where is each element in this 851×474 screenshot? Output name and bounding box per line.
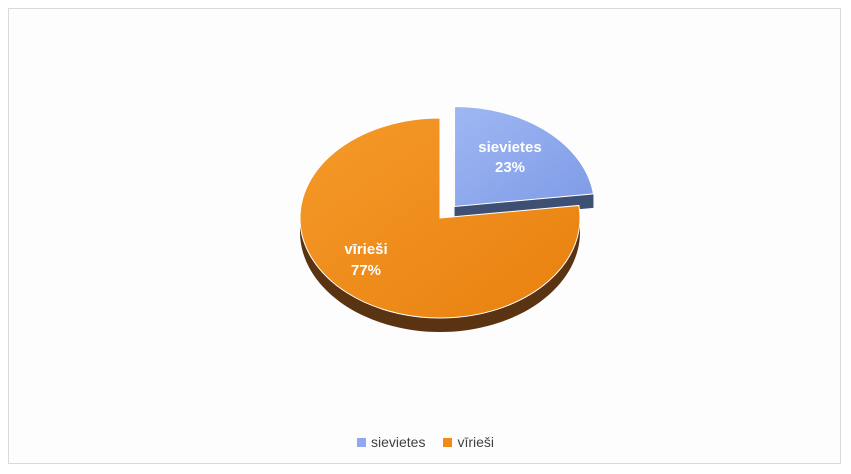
legend-swatch-vīrieši <box>443 437 453 447</box>
legend: sievietes vīrieši <box>0 434 851 450</box>
legend-item-sievietes: sievietes <box>356 434 426 450</box>
pie-slice-sievietes <box>454 105 595 207</box>
legend-swatch-sievietes <box>356 437 366 447</box>
data-label-vīrieši-value: 77% <box>351 262 381 279</box>
data-label-sievietes-value: 23% <box>495 159 525 176</box>
data-label-sievietes-name: sievietes <box>478 139 541 156</box>
pie-slice-vīrieši <box>299 117 581 319</box>
legend-item-vīrieši: vīrieši <box>443 434 494 450</box>
legend-label-sievietes: sievietes <box>370 434 426 450</box>
legend-label-vīrieši: vīrieši <box>457 434 495 450</box>
data-label-vīrieši-name: vīrieši <box>344 241 387 258</box>
